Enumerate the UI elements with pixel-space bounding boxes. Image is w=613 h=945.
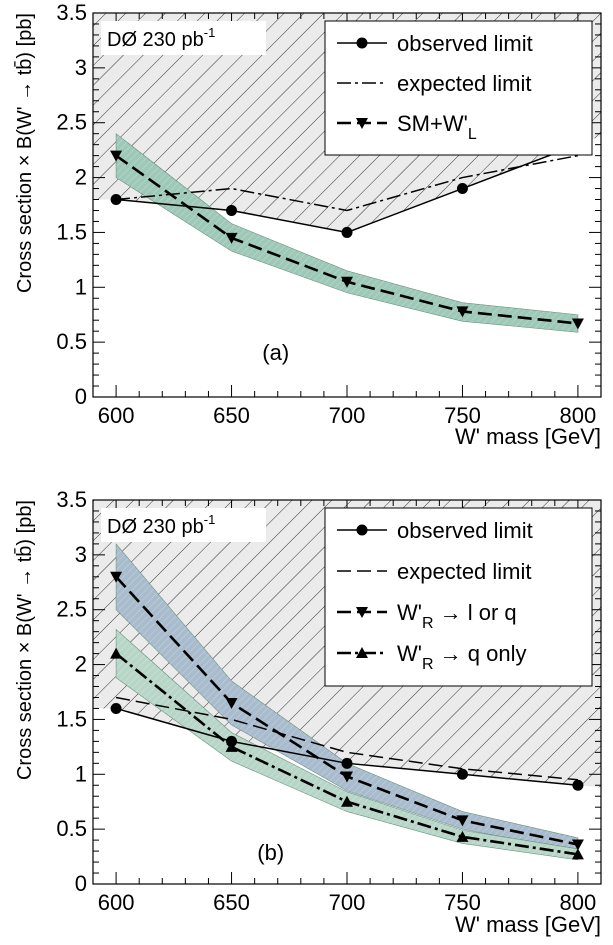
panel0-y-tick-label-3.5: 3.5 (56, 0, 87, 25)
panel0-x-tick-label-650: 650 (213, 403, 250, 428)
panel1-data-point-0-2 (342, 758, 353, 769)
panel0-legend-marker-0 (357, 38, 368, 49)
panel1-data-point-0-4 (572, 780, 583, 791)
y-axis-label: Cross section × B(W' → tb̄) [pb] (13, 500, 36, 780)
panel0-legend-label-1: expected limit (397, 71, 532, 96)
panel1-y-tick-label-0.5: 0.5 (56, 816, 87, 841)
panel1-y-tick-label-0: 0 (75, 871, 87, 896)
panel-label: (a) (262, 340, 289, 365)
panel1-y-tick-label-2.5: 2.5 (56, 597, 87, 622)
panel0-y-tick-label-2.5: 2.5 (56, 110, 87, 135)
panel0-y-tick-label-1.5: 1.5 (56, 219, 87, 244)
panel0-y-tick-label-1: 1 (75, 274, 87, 299)
panel1-data-point-0-0 (111, 703, 122, 714)
panel0-data-point-0-3 (457, 183, 468, 194)
panel1-y-tick-label-3.5: 3.5 (56, 487, 87, 512)
panel0-x-tick-label-600: 600 (98, 403, 135, 428)
y-axis-label: Cross section × B(W' → tb̄) [pb] (13, 13, 36, 293)
panel0-x-tick-label-700: 700 (329, 403, 366, 428)
panel0-data-point-0-2 (342, 227, 353, 238)
experiment-label: DØ 230 pb-1 (101, 21, 266, 55)
experiment-label: DØ 230 pb-1 (101, 508, 266, 542)
panel1-y-tick-label-2: 2 (75, 652, 87, 677)
panel0-y-tick-label-2: 2 (75, 165, 87, 190)
panel1-legend-marker-0 (357, 525, 368, 536)
panel1-legend-label-1: expected limit (397, 559, 532, 584)
panel-label: (b) (257, 840, 284, 865)
panel0-experiment-label-text: DØ 230 pb-1 (107, 25, 215, 51)
x-axis-label: W' mass [GeV] (455, 424, 601, 449)
panel1-x-tick-label-650: 650 (213, 890, 250, 915)
panel1-y-tick-label-3: 3 (75, 542, 87, 567)
panel0-y-tick-label-0: 0 (75, 384, 87, 409)
panel1-y-tick-label-1.5: 1.5 (56, 706, 87, 731)
panel1-legend-label-0: observed limit (397, 518, 533, 543)
panel1-y-tick-label-1: 1 (75, 761, 87, 786)
panel0-data-point-0-1 (226, 205, 237, 216)
panel0-y-tick-label-0.5: 0.5 (56, 329, 87, 354)
panel0-y-tick-label-3: 3 (75, 55, 87, 80)
panel1-x-tick-label-600: 600 (98, 890, 135, 915)
panel1-x-tick-label-700: 700 (329, 890, 366, 915)
panel0-legend-label-0: observed limit (397, 31, 533, 56)
x-axis-label: W' mass [GeV] (455, 912, 601, 937)
panel1-data-point-0-3 (457, 769, 468, 780)
panel1-experiment-label-text: DØ 230 pb-1 (107, 512, 215, 538)
